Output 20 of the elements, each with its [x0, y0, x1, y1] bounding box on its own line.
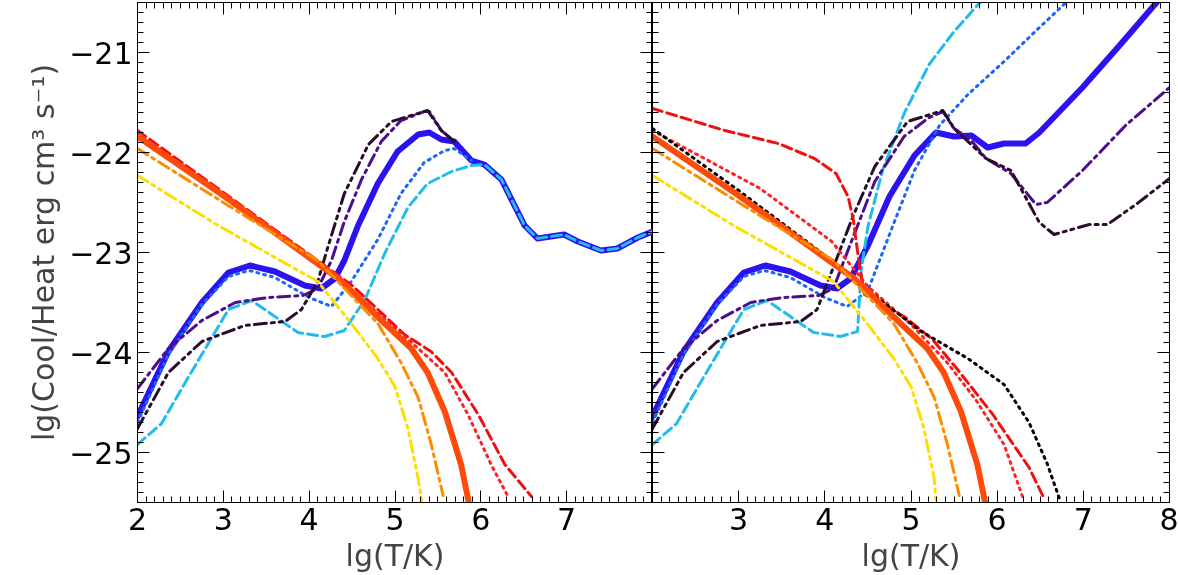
y-axis-title: lg(Cool/Heat erg cm³ s⁻¹) [26, 63, 62, 442]
y-tick-label: −21 [69, 35, 133, 71]
x-tick-label: 6 [471, 501, 491, 537]
y-tick-label: −25 [69, 435, 133, 471]
x-tick-label: 2 [127, 501, 148, 537]
y-tick-label: −23 [69, 235, 133, 271]
y-tick-label: −24 [69, 335, 133, 371]
x-tick-label: 4 [299, 501, 319, 537]
x-tick-label: 5 [385, 501, 405, 537]
x-tick-label: 5 [901, 501, 921, 537]
x-axis-title: lg(T/K) [345, 537, 445, 573]
x-tick-label: 6 [987, 501, 1007, 537]
x-tick-label: 3 [213, 501, 233, 537]
x-tick-label: 7 [1073, 501, 1093, 537]
x-tick-label: 4 [815, 501, 835, 537]
x-tick-label: 8 [1159, 501, 1178, 537]
x-tick-label: 7 [557, 501, 577, 537]
y-tick-label: −22 [69, 135, 133, 171]
x-tick-label: 3 [729, 501, 749, 537]
x-axis-title: lg(T/K) [861, 537, 961, 573]
